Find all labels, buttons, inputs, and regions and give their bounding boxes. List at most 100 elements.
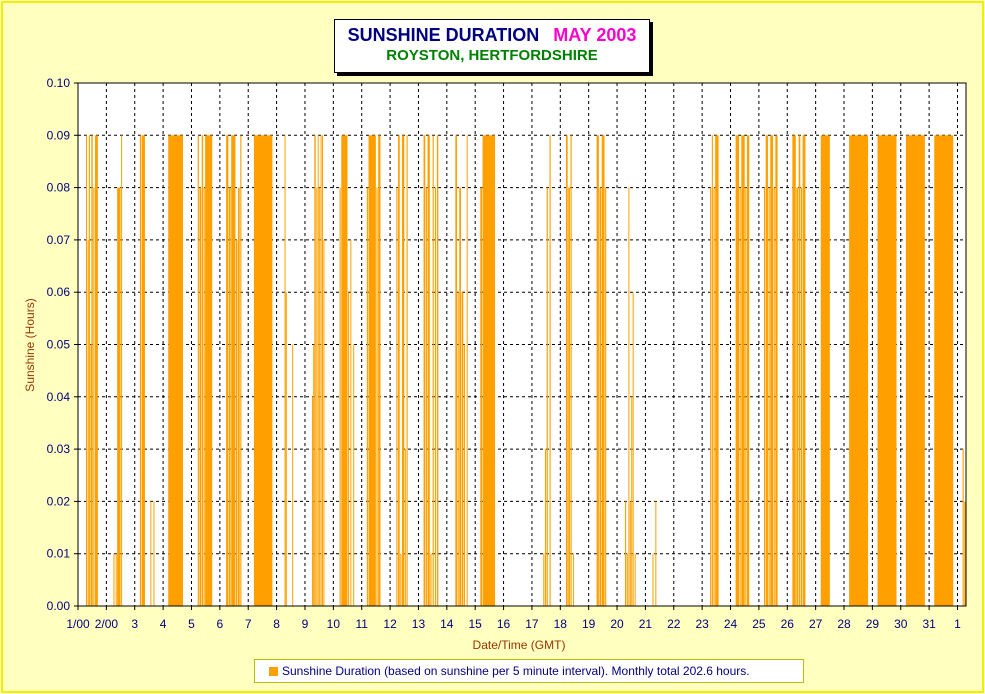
x-tick-label: 11 bbox=[355, 617, 368, 631]
sunshine-bar bbox=[962, 449, 964, 606]
sunshine-bar bbox=[463, 344, 465, 606]
sunshine-bar bbox=[341, 135, 348, 607]
sunshine-bar bbox=[713, 187, 715, 606]
sunshine-bar bbox=[735, 135, 740, 607]
sunshine-bar bbox=[88, 135, 90, 607]
x-tick-label: 1 bbox=[954, 617, 961, 631]
sunshine-bar bbox=[568, 187, 570, 606]
sunshine-bar bbox=[117, 187, 121, 606]
sunshine-bar bbox=[546, 187, 548, 606]
x-tick-label: 10 bbox=[327, 617, 341, 631]
sunshine-bar bbox=[655, 501, 657, 606]
sunshine-bar bbox=[457, 292, 459, 606]
sunshine-bar bbox=[153, 501, 155, 606]
sunshine-bar bbox=[401, 135, 405, 607]
sunshine-bar bbox=[820, 135, 830, 607]
sunshine-bar bbox=[314, 135, 316, 607]
x-tick-label: 6 bbox=[217, 617, 224, 631]
x-tick-label: 2/00 bbox=[95, 617, 119, 631]
sunshine-bar bbox=[715, 135, 719, 607]
x-tick-label: 7 bbox=[245, 617, 252, 631]
sunshine-bar bbox=[91, 135, 93, 607]
x-tick-label: 31 bbox=[922, 617, 936, 631]
x-axis-label: Date/Time (GMT) bbox=[473, 638, 566, 652]
sunshine-bar bbox=[368, 135, 376, 607]
y-tick-label: 0.06 bbox=[47, 285, 71, 299]
sunshine-bar bbox=[626, 553, 628, 606]
sunshine-bar bbox=[775, 135, 778, 607]
sunshine-bar bbox=[87, 239, 89, 606]
sunshine-bar bbox=[141, 135, 145, 607]
sunshine-bar bbox=[139, 135, 142, 607]
sunshine-bar bbox=[652, 553, 654, 606]
sunshine-bar bbox=[596, 135, 599, 607]
sunshine-bar bbox=[376, 187, 378, 606]
y-tick-label: 0.05 bbox=[47, 338, 71, 352]
sunshine-bar bbox=[423, 135, 426, 607]
chart-title: SUNSHINE DURATION MAY 2003 bbox=[335, 24, 649, 46]
sunshine-bar bbox=[228, 187, 231, 606]
sunshine-bar bbox=[201, 135, 204, 607]
sunshine-bar bbox=[934, 135, 954, 607]
sunshine-bar bbox=[798, 135, 801, 607]
sunshine-bar bbox=[425, 187, 427, 606]
y-tick-label: 0.10 bbox=[47, 76, 71, 90]
sunshine-bar bbox=[321, 135, 323, 607]
sunshine-bar bbox=[543, 553, 545, 606]
sunshine-bar bbox=[711, 135, 713, 607]
x-tick-label: 30 bbox=[894, 617, 908, 631]
sunshine-bar bbox=[599, 187, 602, 606]
x-tick-label: 4 bbox=[160, 617, 167, 631]
sunshine-bar bbox=[320, 135, 322, 607]
sunshine-bar bbox=[765, 135, 768, 607]
sunshine-bar bbox=[773, 187, 775, 606]
sunshine-bar bbox=[348, 292, 350, 606]
y-tick-label: 0.00 bbox=[47, 599, 71, 613]
y-axis-label: Sunshine (Hours) bbox=[23, 298, 37, 391]
chart-title-box: SUNSHINE DURATION MAY 2003 ROYSTON, HERTF… bbox=[334, 19, 650, 73]
sunshine-bar bbox=[792, 135, 796, 607]
x-tick-label: 21 bbox=[639, 617, 653, 631]
sunshine-bar bbox=[455, 135, 458, 607]
legend-label: Sunshine Duration (based on sunshine per… bbox=[282, 664, 750, 678]
sunshine-bar bbox=[466, 135, 468, 607]
sunshine-bar bbox=[317, 135, 319, 607]
sunshine-bar bbox=[710, 187, 712, 606]
sunshine-bar bbox=[905, 135, 925, 607]
sunshine-bar bbox=[573, 553, 575, 606]
x-tick-label: 8 bbox=[273, 617, 280, 631]
sunshine-bar bbox=[406, 135, 408, 607]
sunshine-bar bbox=[350, 239, 352, 606]
x-tick-label: 25 bbox=[752, 617, 766, 631]
sunshine-bar bbox=[205, 135, 213, 607]
sunshine-bar bbox=[199, 187, 202, 606]
x-tick-label: 23 bbox=[695, 617, 709, 631]
sunshine-bar bbox=[113, 553, 115, 606]
sunshine-bar bbox=[430, 553, 432, 606]
sunshine-bar bbox=[877, 135, 897, 607]
sunshine-bar bbox=[427, 135, 430, 607]
sunshine-bar bbox=[400, 553, 402, 606]
sunshine-bar bbox=[436, 135, 439, 607]
sunshine-bar bbox=[434, 187, 437, 606]
sunshine-bar bbox=[631, 396, 633, 606]
y-tick-label: 0.08 bbox=[47, 181, 71, 195]
x-tick-label: 9 bbox=[302, 617, 309, 631]
sunshine-bar bbox=[632, 292, 634, 606]
sunshine-bar bbox=[285, 292, 287, 606]
title-main: SUNSHINE DURATION bbox=[347, 25, 540, 45]
sunshine-bar bbox=[90, 344, 92, 606]
sunshine-bar bbox=[398, 135, 400, 607]
x-tick-label: 27 bbox=[809, 617, 823, 631]
sunshine-bar bbox=[353, 344, 355, 606]
x-tick-label: 14 bbox=[440, 617, 454, 631]
sunshine-bar bbox=[796, 187, 799, 606]
sunshine-bar bbox=[404, 449, 406, 606]
sunshine-bar bbox=[544, 449, 547, 606]
x-tick-label: 17 bbox=[525, 617, 539, 631]
sunshine-bar bbox=[634, 553, 636, 606]
sunshine-bar bbox=[480, 187, 482, 606]
sunshine-bar bbox=[459, 187, 462, 606]
sunshine-bar bbox=[236, 239, 238, 606]
